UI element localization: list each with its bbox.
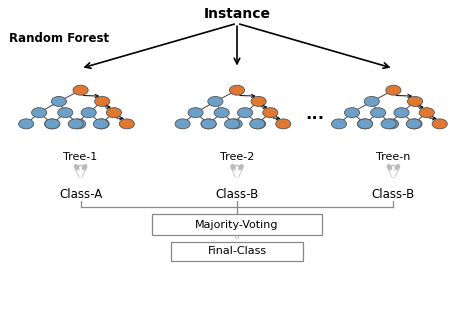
Circle shape <box>188 108 203 118</box>
Circle shape <box>94 119 109 129</box>
Circle shape <box>276 119 291 129</box>
Circle shape <box>106 108 121 118</box>
Circle shape <box>32 108 47 118</box>
Circle shape <box>371 108 386 118</box>
Text: Final-Class: Final-Class <box>208 246 266 256</box>
Circle shape <box>250 119 265 129</box>
Circle shape <box>364 96 379 106</box>
Text: Tree-n: Tree-n <box>376 152 410 162</box>
Text: Class-A: Class-A <box>59 188 102 201</box>
Circle shape <box>357 119 373 129</box>
Circle shape <box>345 108 360 118</box>
Circle shape <box>93 119 109 129</box>
Circle shape <box>331 119 346 129</box>
Circle shape <box>18 119 34 129</box>
Circle shape <box>175 119 190 129</box>
Circle shape <box>381 119 396 129</box>
Circle shape <box>58 108 73 118</box>
Circle shape <box>201 119 216 129</box>
FancyBboxPatch shape <box>152 214 322 235</box>
Circle shape <box>394 108 409 118</box>
Circle shape <box>407 119 422 129</box>
Circle shape <box>119 119 135 129</box>
Circle shape <box>95 96 110 106</box>
Circle shape <box>201 119 216 129</box>
Text: ...: ... <box>306 104 325 123</box>
Circle shape <box>229 85 245 95</box>
Text: Tree-1: Tree-1 <box>64 152 98 162</box>
Circle shape <box>386 85 401 95</box>
Circle shape <box>227 119 242 129</box>
Circle shape <box>45 119 60 129</box>
Circle shape <box>406 119 421 129</box>
FancyBboxPatch shape <box>171 242 303 261</box>
Circle shape <box>383 119 399 129</box>
Text: Random Forest: Random Forest <box>9 32 109 45</box>
Text: Tree-2: Tree-2 <box>220 152 254 162</box>
Circle shape <box>68 119 83 129</box>
Text: Class-B: Class-B <box>372 188 415 201</box>
Circle shape <box>73 85 88 95</box>
Text: Instance: Instance <box>203 7 271 21</box>
Circle shape <box>71 119 86 129</box>
Circle shape <box>45 119 60 129</box>
Circle shape <box>81 108 96 118</box>
Text: Class-B: Class-B <box>215 188 259 201</box>
Circle shape <box>237 108 253 118</box>
Circle shape <box>51 96 66 106</box>
Circle shape <box>357 119 373 129</box>
Circle shape <box>208 96 223 106</box>
Circle shape <box>250 119 265 129</box>
Circle shape <box>225 119 240 129</box>
Circle shape <box>251 96 266 106</box>
Circle shape <box>408 96 423 106</box>
Circle shape <box>432 119 447 129</box>
Circle shape <box>419 108 434 118</box>
Circle shape <box>214 108 229 118</box>
Circle shape <box>263 108 278 118</box>
Text: Majority-Voting: Majority-Voting <box>195 220 279 230</box>
